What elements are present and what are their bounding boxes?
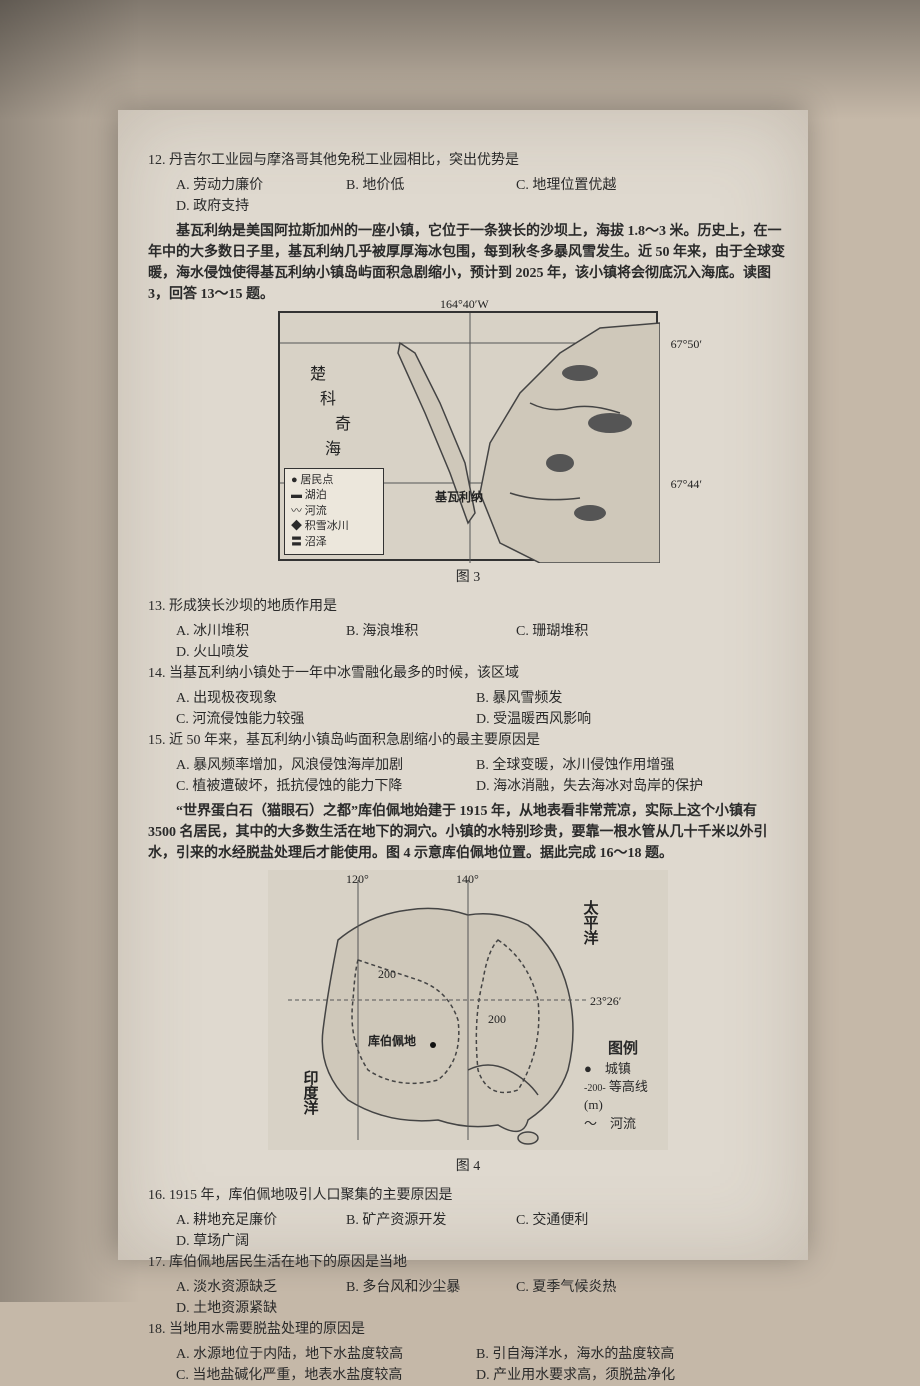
fig3-lon: 164°40′W: [440, 295, 489, 313]
q13-opt-d: D. 火山喷发: [176, 642, 326, 663]
legend-row: 〓 沼泽: [291, 535, 377, 550]
q14-opt-a: A. 出现极夜现象: [176, 688, 456, 709]
q12-num: 12.: [148, 153, 166, 168]
fig3-sea-1: 楚: [310, 363, 326, 387]
q14-opt-b: B. 暴风雪频发: [476, 688, 756, 709]
q12-opt-d: D. 政府支持: [176, 196, 326, 217]
fig4-contour-b: 200: [488, 1010, 506, 1028]
fig3-lat1: 67°50′: [671, 335, 702, 353]
question-16: 16. 1915 年，库伯佩地吸引人口聚集的主要原因是: [148, 1185, 788, 1206]
fig4-contour-a: 200: [378, 965, 396, 983]
q16-opt-a: A. 耕地充足廉价: [176, 1210, 326, 1231]
figure-4: 120° 140° 23°26′ 太平洋 印度洋 库伯佩地 200 200 图例…: [268, 870, 668, 1150]
legend-row: ▬ 湖泊: [291, 488, 377, 503]
fig3-town: 基瓦利纳: [435, 488, 483, 506]
fig4-lon1: 120°: [346, 870, 369, 888]
fig4-indian: 印度洋: [298, 1070, 321, 1115]
legend-row: 〰 河流: [291, 504, 377, 519]
fig4-town: 库伯佩地: [368, 1032, 416, 1050]
q13-stem: 形成狭长沙坝的地质作用是: [169, 599, 337, 614]
q15-options: A. 暴风频率增加，风浪侵蚀海岸加剧 B. 全球变暖，冰川侵蚀作用增强 C. 植…: [148, 755, 788, 797]
q12-stem: 丹吉尔工业园与摩洛哥其他免税工业园相比，突出优势是: [169, 153, 519, 168]
q13-opt-a: A. 冰川堆积: [176, 621, 326, 642]
q17-num: 17.: [148, 1255, 166, 1270]
q18-opt-d: D. 产业用水要求高，须脱盐净化: [476, 1365, 756, 1386]
question-18: 18. 当地用水需要脱盐处理的原因是: [148, 1319, 788, 1340]
exam-page: 12. 丹吉尔工业园与摩洛哥其他免税工业园相比，突出优势是 A. 劳动力廉价 B…: [118, 110, 808, 1260]
q18-opt-b: B. 引自海洋水，海水的盐度较高: [476, 1344, 756, 1365]
q17-opt-b: B. 多台风和沙尘暴: [346, 1277, 496, 1298]
q17-opt-d: D. 土地资源紧缺: [176, 1298, 326, 1319]
fig4-caption: 图 4: [148, 1156, 788, 1177]
q17-stem: 库伯佩地居民生活在地下的原因是当地: [169, 1255, 407, 1270]
q15-num: 15.: [148, 733, 166, 748]
q13-opt-c: C. 珊瑚堆积: [516, 621, 666, 642]
legend-row: ● 居民点: [291, 473, 377, 488]
passage-1: 基瓦利纳是美国阿拉斯加州的一座小镇，它位于一条狭长的沙坝上，海拔 1.8～3 米…: [148, 221, 788, 305]
question-17: 17. 库伯佩地居民生活在地下的原因是当地: [148, 1252, 788, 1273]
q16-num: 16.: [148, 1188, 166, 1203]
question-14: 14. 当基瓦利纳小镇处于一年中冰雪融化最多的时候，该区域: [148, 663, 788, 684]
passage-2-text: “世界蛋白石（猫眼石）之都”库伯佩地始建于 1915 年，从地表看非常荒凉，实际…: [148, 804, 768, 861]
fig4-pacific: 太平洋: [578, 900, 601, 945]
q16-opt-c: C. 交通便利: [516, 1210, 666, 1231]
q15-opt-d: D. 海冰消融，失去海冰对岛岸的保护: [476, 776, 756, 797]
q16-opt-b: B. 矿产资源开发: [346, 1210, 496, 1231]
q14-num: 14.: [148, 666, 166, 681]
q18-options: A. 水源地位于内陆，地下水盐度较高 B. 引自海洋水，海水的盐度较高 C. 当…: [148, 1344, 788, 1386]
q15-opt-b: B. 全球变暖，冰川侵蚀作用增强: [476, 755, 756, 776]
q17-options: A. 淡水资源缺乏 B. 多台风和沙尘暴 C. 夏季气候炎热 D. 土地资源紧缺: [148, 1277, 788, 1319]
fig4-legend: 图例 ● 城镇 -200- 等高线(m) 〜 河流: [578, 1035, 668, 1137]
q12-options: A. 劳动力廉价 B. 地价低 C. 地理位置优越 D. 政府支持: [148, 175, 788, 217]
question-13: 13. 形成狭长沙坝的地质作用是: [148, 596, 788, 617]
question-12: 12. 丹吉尔工业园与摩洛哥其他免税工业园相比，突出优势是: [148, 150, 788, 171]
fig3-sea-3: 奇: [335, 413, 351, 437]
q18-opt-c: C. 当地盐碱化严重，地表水盐度较高: [176, 1365, 456, 1386]
legend-row: ◆ 积雪冰川: [291, 519, 377, 534]
q16-options: A. 耕地充足廉价 B. 矿产资源开发 C. 交通便利 D. 草场广阔: [148, 1210, 788, 1252]
q12-opt-a: A. 劳动力廉价: [176, 175, 326, 196]
q16-stem: 1915 年，库伯佩地吸引人口聚集的主要原因是: [169, 1188, 453, 1203]
passage-1-text: 基瓦利纳是美国阿拉斯加州的一座小镇，它位于一条狭长的沙坝上，海拔 1.8～3 米…: [148, 224, 785, 302]
q14-opt-d: D. 受温暖西风影响: [476, 709, 756, 730]
q12-opt-b: B. 地价低: [346, 175, 496, 196]
q14-options: A. 出现极夜现象 B. 暴风雪频发 C. 河流侵蚀能力较强 D. 受温暖西风影…: [148, 688, 788, 730]
fig3-legend: ● 居民点 ▬ 湖泊 〰 河流 ◆ 积雪冰川 〓 沼泽: [284, 468, 384, 555]
q13-options: A. 冰川堆积 B. 海浪堆积 C. 珊瑚堆积 D. 火山喷发: [148, 621, 788, 663]
fig3-caption: 图 3: [148, 567, 788, 588]
figure-3: 164°40′W 67°50′ 67°44′ 楚 科 奇 海 基瓦利纳 ● 居民…: [278, 311, 658, 561]
q15-opt-c: C. 植被遭破坏，抵抗侵蚀的能力下降: [176, 776, 456, 797]
passage-2: “世界蛋白石（猫眼石）之都”库伯佩地始建于 1915 年，从地表看非常荒凉，实际…: [148, 801, 788, 864]
q16-opt-d: D. 草场广阔: [176, 1231, 326, 1252]
fig3-sea-4: 海: [325, 438, 341, 462]
fig4-lat: 23°26′: [590, 992, 621, 1010]
q12-opt-c: C. 地理位置优越: [516, 175, 666, 196]
fig3-lat2: 67°44′: [671, 475, 702, 493]
q17-opt-a: A. 淡水资源缺乏: [176, 1277, 326, 1298]
legend-row: 〜 河流: [584, 1115, 662, 1133]
question-15: 15. 近 50 年来，基瓦利纳小镇岛屿面积急剧缩小的最主要原因是: [148, 730, 788, 751]
q17-opt-c: C. 夏季气候炎热: [516, 1277, 666, 1298]
q15-opt-a: A. 暴风频率增加，风浪侵蚀海岸加剧: [176, 755, 456, 776]
q18-num: 18.: [148, 1322, 166, 1337]
legend-row: ● 城镇: [584, 1060, 662, 1078]
q14-stem: 当基瓦利纳小镇处于一年中冰雪融化最多的时候，该区域: [169, 666, 519, 681]
fig4-lon2: 140°: [456, 870, 479, 888]
legend-row: -200- 等高线(m): [584, 1078, 662, 1114]
q18-stem: 当地用水需要脱盐处理的原因是: [169, 1322, 365, 1337]
q13-opt-b: B. 海浪堆积: [346, 621, 496, 642]
fig3-sea-2: 科: [320, 388, 336, 412]
q15-stem: 近 50 年来，基瓦利纳小镇岛屿面积急剧缩小的最主要原因是: [169, 733, 540, 748]
q13-num: 13.: [148, 599, 166, 614]
q14-opt-c: C. 河流侵蚀能力较强: [176, 709, 456, 730]
fig4-legend-title: 图例: [584, 1039, 662, 1060]
q18-opt-a: A. 水源地位于内陆，地下水盐度较高: [176, 1344, 456, 1365]
